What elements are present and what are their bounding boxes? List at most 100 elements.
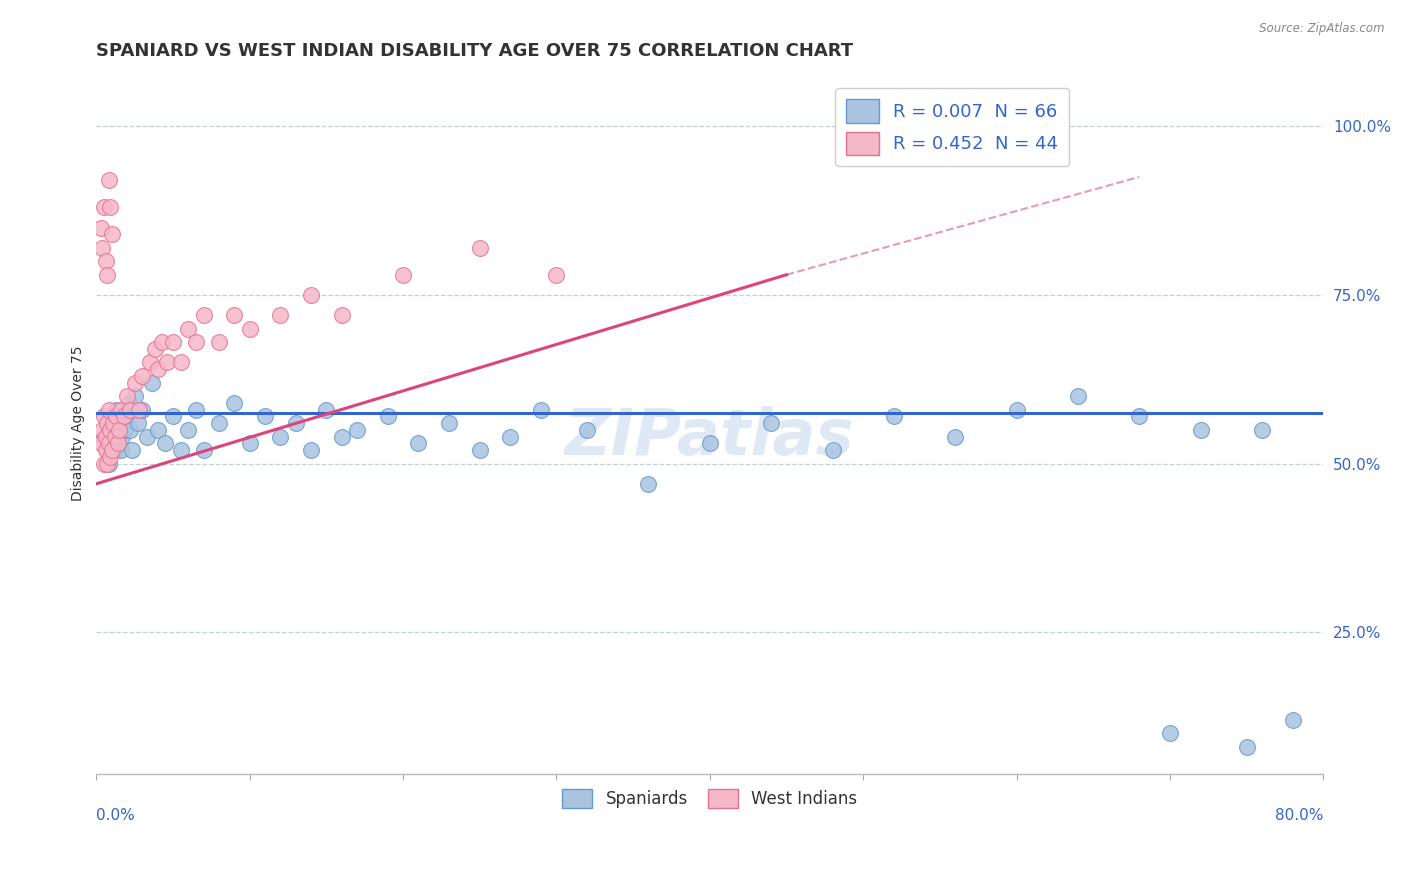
Point	[146, 362, 169, 376]
Point	[141, 376, 163, 390]
Point	[699, 436, 721, 450]
Point	[120, 402, 142, 417]
Point	[100, 227, 122, 242]
Point	[468, 443, 491, 458]
Point	[150, 335, 173, 350]
Point	[94, 429, 117, 443]
Point	[103, 416, 125, 430]
Point	[576, 423, 599, 437]
Point	[155, 436, 177, 450]
Point	[299, 288, 322, 302]
Point	[1067, 389, 1090, 403]
Text: SPANIARD VS WEST INDIAN DISABILITY AGE OVER 75 CORRELATION CHART: SPANIARD VS WEST INDIAN DISABILITY AGE O…	[97, 42, 853, 60]
Point	[128, 402, 150, 417]
Point	[97, 402, 120, 417]
Point	[1189, 423, 1212, 437]
Point	[330, 429, 353, 443]
Point	[269, 308, 291, 322]
Point	[299, 443, 322, 458]
Point	[120, 423, 142, 437]
Point	[114, 423, 136, 437]
Point	[104, 443, 127, 458]
Point	[91, 241, 114, 255]
Point	[177, 321, 200, 335]
Text: ZIPatlas: ZIPatlas	[565, 406, 855, 468]
Point	[105, 409, 128, 424]
Point	[90, 220, 112, 235]
Point	[392, 268, 415, 282]
Point	[96, 457, 118, 471]
Point	[184, 335, 207, 350]
Text: Source: ZipAtlas.com: Source: ZipAtlas.com	[1260, 22, 1385, 36]
Point	[346, 423, 368, 437]
Text: 0.0%: 0.0%	[97, 808, 135, 823]
Point	[108, 409, 131, 424]
Point	[104, 429, 127, 443]
Point	[124, 376, 146, 390]
Point	[115, 389, 138, 403]
Point	[96, 443, 118, 458]
Point	[94, 443, 117, 458]
Point	[91, 423, 114, 437]
Point	[208, 335, 231, 350]
Point	[110, 402, 132, 417]
Point	[93, 409, 115, 424]
Point	[94, 254, 117, 268]
Point	[103, 423, 125, 437]
Text: 80.0%: 80.0%	[1275, 808, 1323, 823]
Point	[530, 402, 553, 417]
Point	[637, 476, 659, 491]
Point	[136, 429, 159, 443]
Point	[330, 308, 353, 322]
Point	[100, 443, 122, 458]
Point	[98, 450, 121, 464]
Point	[193, 308, 215, 322]
Y-axis label: Disability Age Over 75: Disability Age Over 75	[72, 345, 86, 500]
Point	[1128, 409, 1150, 424]
Point	[131, 368, 153, 383]
Point	[759, 416, 782, 430]
Point	[104, 429, 127, 443]
Point	[546, 268, 568, 282]
Point	[499, 429, 522, 443]
Point	[107, 436, 129, 450]
Point	[1281, 713, 1303, 727]
Point	[1159, 726, 1181, 740]
Point	[193, 443, 215, 458]
Point	[96, 416, 118, 430]
Point	[108, 423, 131, 437]
Point	[100, 409, 122, 424]
Point	[254, 409, 277, 424]
Point	[468, 241, 491, 255]
Point	[239, 321, 262, 335]
Point	[146, 423, 169, 437]
Point	[269, 429, 291, 443]
Point	[90, 436, 112, 450]
Point	[98, 200, 121, 214]
Point	[121, 443, 143, 458]
Point	[437, 416, 460, 430]
Point	[97, 173, 120, 187]
Point	[131, 402, 153, 417]
Point	[127, 416, 149, 430]
Point	[239, 436, 262, 450]
Point	[162, 335, 184, 350]
Legend: Spaniards, West Indians: Spaniards, West Indians	[555, 782, 865, 814]
Point	[98, 423, 121, 437]
Point	[377, 409, 399, 424]
Point	[100, 436, 122, 450]
Point	[124, 389, 146, 403]
Point	[143, 342, 166, 356]
Point	[97, 423, 120, 437]
Point	[156, 355, 179, 369]
Point	[93, 429, 115, 443]
Point	[108, 423, 131, 437]
Point	[117, 396, 139, 410]
Point	[139, 355, 162, 369]
Point	[105, 416, 128, 430]
Point	[110, 443, 132, 458]
Point	[208, 416, 231, 430]
Point	[1236, 739, 1258, 754]
Point	[93, 200, 115, 214]
Point	[93, 457, 115, 471]
